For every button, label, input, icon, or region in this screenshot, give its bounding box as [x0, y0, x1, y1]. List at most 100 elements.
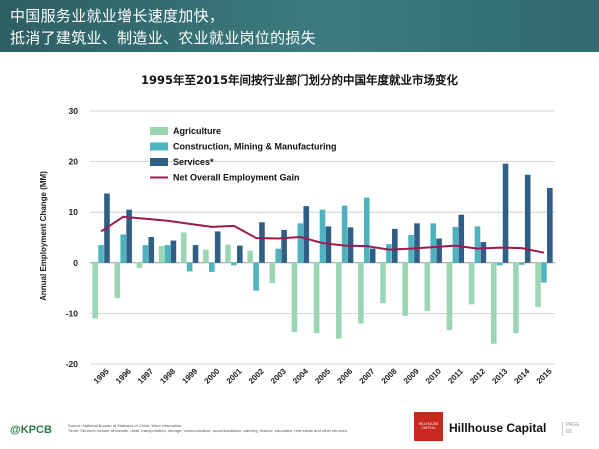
title-banner: 中国服务业就业增长速度加快， 抵消了建筑业、制造业、农业就业岗位的损失 [0, 0, 599, 52]
x-tick-label: 2005 [313, 366, 332, 385]
bar-construction-mining-manufacturing [98, 245, 104, 263]
x-tick-label: 2009 [402, 366, 421, 385]
bar-construction-mining-manufacturing [430, 223, 437, 263]
y-tick-label: -20 [66, 359, 79, 369]
bar-construction-mining-manufacturing [142, 245, 149, 263]
x-tick-label: 2014 [513, 366, 532, 385]
bar-construction-mining-manufacturing [164, 245, 171, 263]
x-tick-label: 1997 [136, 366, 155, 385]
bar-services [414, 223, 420, 263]
bar-construction-mining-manufacturing [275, 248, 282, 263]
bar-services [192, 245, 199, 263]
bar-construction-mining-manufacturing [319, 209, 326, 263]
bar-agriculture [92, 262, 98, 319]
bar-construction-mining-manufacturing [386, 244, 392, 263]
bar-services [436, 238, 442, 263]
bar-services [259, 222, 265, 263]
source-line: Source: National Bureau of Statistics of… [68, 423, 183, 428]
bar-services [214, 231, 221, 263]
chart-title: 1995年至2015年间按行业部门划分的中国年度就业市场变化 [140, 73, 458, 87]
y-axis-label: Annual Employment Change (MM) [39, 171, 48, 301]
y-tick-label: 0 [73, 258, 78, 268]
y-tick-label: -10 [66, 308, 79, 318]
bar-services [126, 209, 132, 263]
x-tick-label: 2003 [269, 366, 288, 385]
x-tick-label: 2006 [335, 366, 354, 385]
x-tick-label: 2002 [247, 366, 266, 385]
bar-agriculture [424, 262, 431, 311]
x-tick-label: 2010 [424, 366, 443, 385]
x-tick-label: 2001 [225, 366, 244, 385]
bar-services [281, 229, 287, 263]
bar-construction-mining-manufacturing [363, 197, 370, 263]
hillhouse-logo: HILLHOUSE CAPITAL [414, 412, 443, 441]
x-tick-label: 1996 [114, 366, 133, 385]
bar-agriculture [136, 262, 143, 268]
bar-services [148, 236, 155, 263]
legend-swatch [150, 127, 168, 135]
bar-agriculture [313, 262, 320, 334]
bar-services [369, 248, 376, 263]
headline-line-1: 中国服务业就业增长速度加快， [10, 7, 225, 25]
bar-construction-mining-manufacturing [496, 262, 503, 266]
bar-construction-mining-manufacturing [231, 262, 237, 266]
bar-agriculture [358, 262, 364, 324]
bar-agriculture [225, 244, 231, 263]
x-tick-label: 2012 [468, 366, 487, 385]
bar-agriculture [535, 262, 541, 307]
bar-services [547, 187, 553, 263]
legend-label: Net Overall Employment Gain [173, 173, 300, 183]
x-tick-label: 2008 [380, 366, 399, 385]
headline-line-2: 抵消了建筑业、制造业、农业就业岗位的损失 [10, 29, 317, 47]
x-tick-label: 1999 [180, 366, 199, 385]
hillhouse-name: Hillhouse Capital [449, 421, 547, 435]
y-axis-ticks: -20 -10 0 10 20 30 [66, 106, 79, 369]
bar-construction-mining-manufacturing [541, 262, 547, 283]
bar-agriculture [446, 262, 453, 331]
legend: Agriculture Construction, Mining & Manufa… [150, 126, 337, 183]
bar-services [524, 174, 531, 263]
bar-construction-mining-manufacturing [474, 226, 481, 263]
y-tick-label: 20 [69, 157, 79, 167]
bar-agriculture [513, 262, 519, 334]
bar-agriculture [490, 262, 497, 344]
x-tick-label: 2013 [490, 366, 509, 385]
legend-label: Agriculture [173, 126, 221, 136]
x-tick-label: 2015 [535, 366, 554, 385]
hillhouse-logo-text: HILLHOUSE CAPITAL [418, 422, 439, 430]
bar-agriculture [269, 262, 276, 284]
bars [92, 163, 553, 344]
bar-construction-mining-manufacturing [253, 262, 259, 291]
x-tick-label: 2007 [358, 366, 377, 385]
bar-construction-mining-manufacturing [208, 262, 215, 272]
x-tick-label: 1998 [158, 366, 177, 385]
legend-label: Services* [173, 157, 214, 167]
footnote-line: *Note: Services include wholesale, retai… [68, 428, 348, 433]
bar-agriculture [468, 262, 475, 305]
bar-agriculture [380, 262, 386, 304]
bar-construction-mining-manufacturing [120, 234, 127, 263]
page-number: PAGE 83 [562, 422, 580, 436]
legend-swatch [150, 142, 168, 151]
source-note: Source: National Bureau of Statistics of… [68, 423, 398, 433]
bar-services [237, 245, 243, 263]
bar-agriculture [203, 249, 209, 263]
bar-agriculture [402, 262, 408, 316]
x-tick-label: 2011 [446, 367, 465, 386]
y-tick-label: 10 [69, 207, 79, 217]
y-tick-label: 30 [69, 106, 79, 116]
page-label: PAGE [566, 422, 580, 428]
legend-label: Construction, Mining & Manufacturing [173, 142, 337, 152]
bar-construction-mining-manufacturing [341, 205, 348, 263]
bar-construction-mining-manufacturing [518, 262, 525, 265]
net-gain-line [100, 215, 545, 254]
bar-construction-mining-manufacturing [297, 223, 304, 263]
bar-services [502, 163, 509, 263]
bar-services [170, 240, 177, 263]
bar-services [303, 206, 310, 263]
bar-agriculture [247, 250, 253, 263]
bar-construction-mining-manufacturing [186, 262, 193, 272]
x-tick-label: 2000 [203, 366, 222, 385]
bar-services [480, 242, 487, 263]
x-axis-ticks: 1995 1996 1997 1998 1999 2000 2001 2002 2003 2004… [92, 366, 554, 385]
